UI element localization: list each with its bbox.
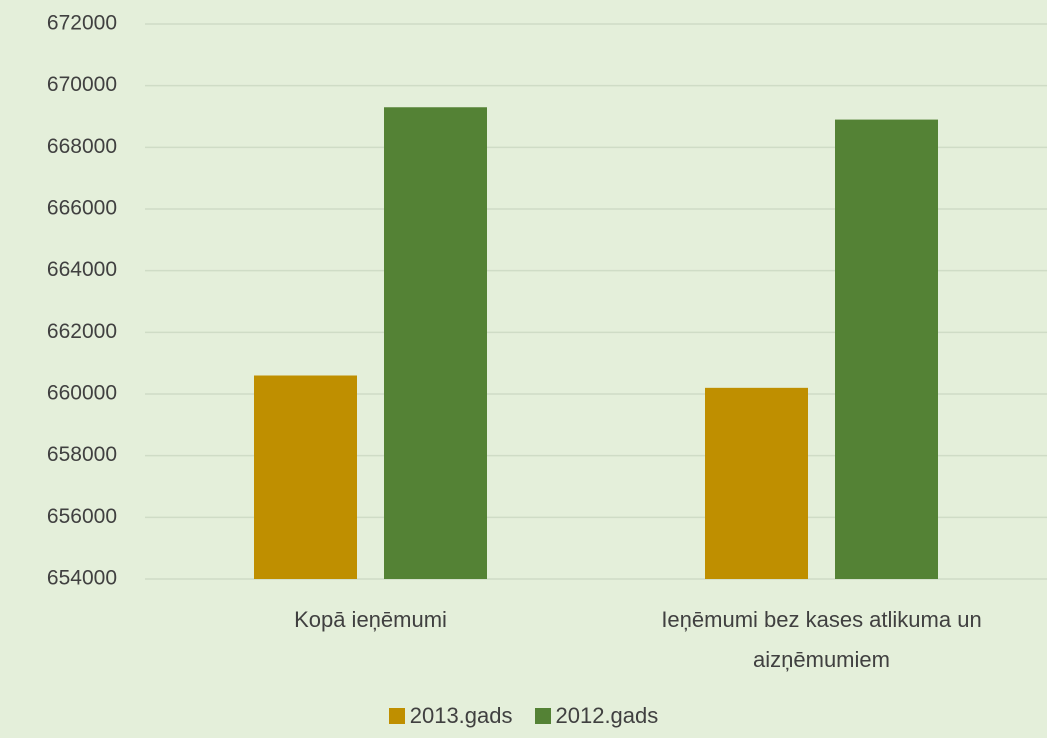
y-tick-label: 670000 xyxy=(47,73,117,96)
legend-swatch xyxy=(534,708,551,724)
x-tick-label: Ieņēmumi bez kases atlikuma un aizņēmumi… xyxy=(661,607,982,672)
legend-label: 2013.gads xyxy=(409,703,513,728)
bar xyxy=(835,119,938,579)
bar xyxy=(705,387,808,579)
y-tick-label: 656000 xyxy=(47,505,117,528)
y-tick-label: 660000 xyxy=(47,382,117,405)
y-tick-label: 664000 xyxy=(47,258,117,281)
y-tick-label: 654000 xyxy=(47,567,117,590)
bar xyxy=(254,375,357,579)
y-tick-label: 666000 xyxy=(47,197,117,220)
bar xyxy=(384,107,487,579)
legend: 2013.gads 2012.gads xyxy=(0,703,1047,729)
y-tick-label: 672000 xyxy=(47,12,117,35)
y-tick-label: 662000 xyxy=(47,320,117,343)
legend-item: 2013.gads xyxy=(388,703,513,729)
legend-label: 2012.gads xyxy=(555,703,659,728)
y-tick-label: 658000 xyxy=(47,443,117,466)
y-tick-label: 668000 xyxy=(47,135,117,158)
x-tick-label: Kopā ieņēmumi xyxy=(294,607,447,632)
legend-item: 2012.gads xyxy=(534,703,659,729)
legend-swatch xyxy=(388,708,405,724)
